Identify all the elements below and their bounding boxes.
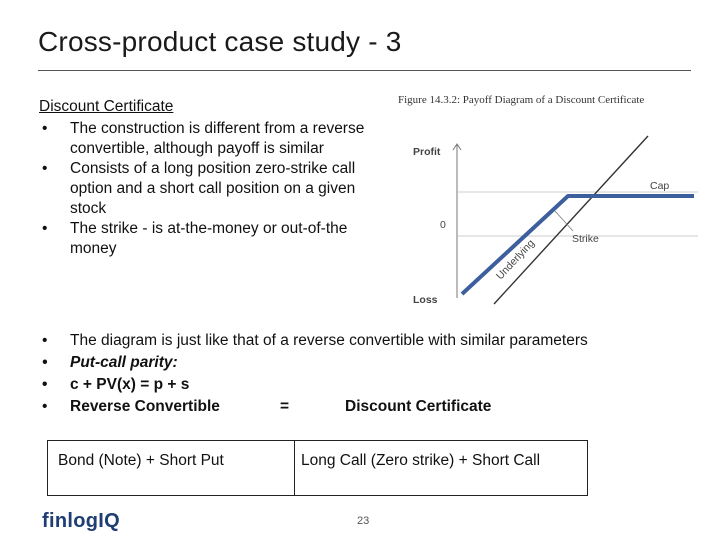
comparison-table: Bond (Note) + Short Put Long Call (Zero … bbox=[47, 440, 588, 496]
equivalence-left: Reverse Convertible bbox=[70, 398, 220, 415]
bullet-put-call-parity: Put-call parity: bbox=[39, 352, 719, 374]
top-bullet-list: The construction is different from a rev… bbox=[39, 119, 369, 259]
underlying-line bbox=[493, 135, 649, 305]
title-divider bbox=[38, 70, 691, 71]
bullet-composition: Consists of a long position zero-strike … bbox=[39, 159, 369, 219]
bullet-diagram-similarity: The diagram is just like that of a rever… bbox=[39, 330, 719, 352]
cap-label: Cap bbox=[650, 180, 670, 192]
profit-label: Profit bbox=[413, 146, 441, 158]
slide-title: Cross-product case study - 3 bbox=[38, 26, 402, 57]
page-number: 23 bbox=[357, 515, 370, 527]
bottom-bullet-list: The diagram is just like that of a rever… bbox=[39, 330, 719, 418]
brand-logo: finlogIQ bbox=[42, 510, 120, 532]
strike-pointer bbox=[554, 210, 574, 232]
zero-label: 0 bbox=[440, 219, 446, 231]
equivalence-sign: = bbox=[280, 398, 290, 415]
figure-caption: Figure 14.3.2: Payoff Diagram of a Disco… bbox=[398, 94, 645, 106]
table-cell-discount-certificate: Long Call (Zero strike) + Short Call bbox=[301, 452, 541, 469]
bullet-equivalence: Reverse Convertible = Discount Certifica… bbox=[39, 396, 719, 418]
payoff-diagram-figure: Figure 14.3.2: Payoff Diagram of a Disco… bbox=[398, 94, 708, 309]
bullet-parity-formula: c + PV(x) = p + s bbox=[39, 374, 719, 396]
strike-label: Strike bbox=[572, 233, 599, 245]
equivalence-right: Discount Certificate bbox=[345, 398, 492, 415]
axis-arrow-icon bbox=[452, 143, 462, 151]
payoff-line bbox=[460, 194, 694, 296]
bullet-construction: The construction is different from a rev… bbox=[39, 119, 369, 159]
section-title: Discount Certificate bbox=[39, 98, 174, 115]
table-cell-reverse-convertible: Bond (Note) + Short Put bbox=[48, 441, 295, 495]
loss-label: Loss bbox=[413, 294, 438, 306]
bullet-strike: The strike - is at-the-money or out-of-t… bbox=[39, 219, 369, 259]
payoff-diagram bbox=[452, 135, 698, 305]
